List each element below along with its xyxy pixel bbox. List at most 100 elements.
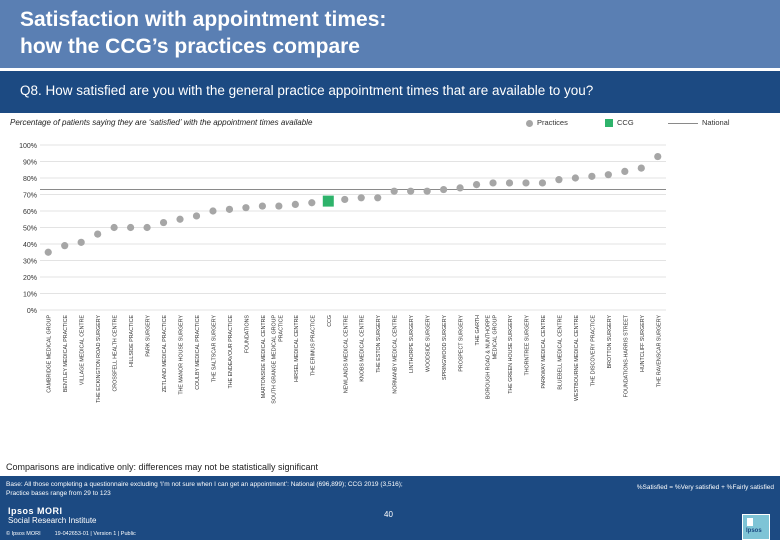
national-line-icon: [668, 122, 698, 124]
x-category-label: PARKWAY MEDICAL CENTRE: [541, 315, 547, 389]
practice-point: [341, 195, 349, 204]
practice-point: [374, 194, 382, 202]
question-text: Q8. How satisfied are you with the gener…: [20, 83, 594, 98]
ipsos-mori-logo: Ipsos MORI Social Research Institute: [8, 506, 97, 525]
ipsos-badge-icon: Ipsos: [742, 514, 770, 540]
practice-point: [555, 176, 563, 184]
badge-text: Ipsos: [746, 528, 762, 534]
x-category-label: FOUNDATIONS-HARRIS STREET: [623, 314, 629, 397]
practice-point: [308, 199, 316, 207]
copyright-text: © Ipsos MORI: [6, 531, 41, 537]
y-tick-label-5: 50%: [23, 226, 37, 233]
practice-point: [489, 179, 497, 187]
practice-point: [390, 187, 398, 195]
comparison-note: Comparisons are indicative only: differe…: [6, 462, 318, 472]
version-text: 19-042653-01 | Version 1 | Public: [54, 531, 136, 537]
header-band: Satisfaction with appointment times: how…: [0, 0, 780, 68]
x-category-label: BOROUGH ROAD & NUNTHORPE: [486, 315, 492, 400]
x-category-label: FOUNDATIONS: [244, 315, 250, 354]
points-layer: [44, 152, 662, 256]
practice-point: [423, 187, 431, 195]
x-category-label: THE SALTSCAR SURGERY: [211, 315, 217, 383]
logo-name: Ipsos MORI: [8, 506, 63, 516]
x-category-label: NEWLANDS MEDICAL CENTRE: [343, 315, 349, 394]
x-category-label: COULBY MEDICAL PRACTICE: [195, 315, 201, 390]
page-number: 40: [384, 510, 393, 519]
question-band: Q8. How satisfied are you with the gener…: [0, 71, 780, 113]
x-category-label: CCG: [327, 315, 333, 327]
y-tick-label-4: 40%: [23, 242, 37, 249]
y-tick-label-3: 30%: [23, 259, 37, 266]
satisfied-key: %Satisfied = %Very satisfied + %Fairly s…: [636, 484, 774, 491]
x-category-label: HUNTCLIFF SURGERY: [640, 315, 646, 372]
legend-national: National: [668, 118, 730, 127]
x-category-label: SPRINGWOOD SURGERY: [442, 315, 448, 380]
practice-point: [357, 194, 365, 202]
x-category-label: VILLAGE MEDICAL CENTRE: [80, 315, 86, 386]
x-category-label: MEDICAL GROUP: [493, 315, 499, 360]
x-category-label: WESTBOURNE MEDICAL CENTRE: [574, 315, 580, 401]
x-category-label: THE ERIMUS PRACTICE: [310, 315, 316, 376]
practice-point: [505, 179, 514, 187]
practice-point: [110, 223, 118, 232]
legend-ccg: CCG: [605, 118, 634, 128]
practice-point: [94, 230, 102, 238]
practice-point: [472, 181, 481, 189]
base-text-line-1: Base: All those completing a questionnai…: [6, 481, 403, 488]
badge-mark-icon: [747, 518, 753, 526]
x-category-label: THORNTREE SURGERY: [524, 315, 530, 376]
practice-point: [225, 205, 234, 213]
legend-ccg-label: CCG: [617, 118, 634, 127]
x-category-label: HIRSEL MEDICAL CENTRE: [294, 315, 300, 382]
y-tick-label-10: 100%: [19, 143, 37, 150]
practice-point: [522, 179, 530, 187]
x-category-label: NORMANBY MEDICAL CENTRE: [393, 315, 399, 394]
practice-point: [588, 172, 596, 180]
logo-subtitle: Social Research Institute: [8, 516, 97, 525]
x-category-label: MARTONSIDE MEDICAL CENTRE: [261, 315, 267, 399]
ccg-square-icon: [605, 119, 613, 128]
practice-point: [77, 238, 85, 246]
practice-point: [407, 187, 415, 195]
practice-point: [192, 212, 201, 220]
practice-point: [621, 167, 629, 175]
practice-point: [159, 218, 168, 227]
x-category-label: KNOBS MEDICAL CENTRE: [360, 315, 366, 382]
legend-practices: Practices: [526, 118, 568, 127]
y-tick-label-0: 0%: [27, 308, 37, 315]
practice-point: [604, 171, 612, 179]
page-title-line-1: Satisfaction with appointment times:: [20, 8, 387, 31]
practice-point: [440, 185, 448, 194]
x-category-label: THE ESTON SURGERY: [376, 315, 382, 373]
copyright-line: © Ipsos MORI 19-042653-01 | Version 1 | P…: [6, 531, 150, 537]
x-category-label: LINTHORPE SURGERY: [409, 315, 415, 373]
x-category-label: THE GREEN HOUSE SURGERY: [508, 315, 514, 394]
x-category-label: SOUTH GRANGE MEDICAL GROUP: [271, 315, 277, 404]
y-tick-label-1: 10%: [23, 292, 37, 299]
x-category-label: WOODSIDE SURGERY: [426, 315, 432, 372]
x-category-label: THE RAVENSCAR SURGERY: [656, 315, 662, 388]
practice-point: [275, 202, 283, 210]
practice-point: [61, 242, 69, 250]
x-category-label: BENTLEY MEDICAL PRACTICE: [63, 315, 69, 393]
legend-practices-label: Practices: [537, 118, 568, 127]
legend-national-label: National: [702, 118, 730, 127]
practice-point: [258, 202, 266, 210]
base-text: Base: All those completing a questionnai…: [6, 480, 566, 498]
x-category-label: HILLSIDE PRACTICE: [129, 315, 135, 367]
practice-dot-icon: [526, 119, 533, 127]
practice-point: [291, 200, 299, 208]
x-category-label: CAMBRIDGE MEDICAL GROUP: [47, 315, 53, 393]
practice-point: [242, 204, 250, 212]
ccg-marker: [322, 195, 334, 207]
header-divider: [0, 68, 780, 71]
y-tick-label-2: 20%: [23, 275, 37, 282]
x-category-label: ZETLAND MEDICAL PRACTICE: [162, 315, 168, 393]
x-category-label: THE GARTH: [475, 315, 481, 346]
x-category-label: THE ENDEAVOUR PRACTICE: [228, 315, 234, 389]
practice-point: [456, 184, 464, 192]
page-title-line-2: how the CCG’s practices compare: [20, 35, 360, 58]
practice-point: [654, 152, 662, 161]
footer-band: Base: All those completing a questionnai…: [0, 476, 780, 540]
label-layer: CAMBRIDGE MEDICAL GROUP BENTLEY MEDICAL P…: [47, 314, 663, 403]
